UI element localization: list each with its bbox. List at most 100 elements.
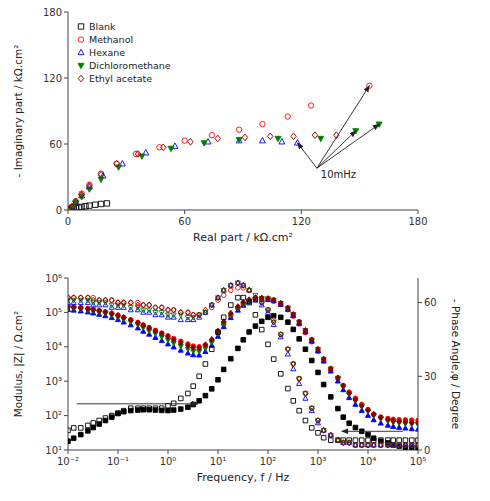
data-point [147,303,152,308]
data-point [78,426,83,431]
x-tick-label: 10³ [310,456,327,467]
y-tick [64,278,68,279]
data-point [209,347,214,352]
data-point [353,443,358,448]
data-point [266,307,271,313]
data-point [86,306,91,312]
data-point [157,145,162,150]
y-axis-label: - Imaginary part / kΩ.cm² [12,45,24,178]
y-tick [64,346,68,347]
data-point [153,408,158,413]
data-point [308,103,313,108]
data-point [336,406,341,411]
chart-0: 060120180060120180Real part / kΩ.cm²- Im… [12,7,428,245]
data-point [241,337,246,342]
data-point [188,138,193,145]
data-point [203,362,208,367]
x-tick-label: 10⁻¹ [107,456,129,467]
data-point [97,418,102,423]
data-point [286,386,291,391]
data-point [103,416,108,421]
data-point [366,442,371,448]
data-point [201,141,207,146]
series-0 [68,201,110,210]
data-point [291,361,296,367]
x-tick [418,210,419,214]
data-point [86,423,91,428]
y-axis-line [68,12,69,210]
data-point [328,432,333,438]
y-tick-label: 120 [43,73,62,84]
data-point [186,310,191,316]
data-point [109,415,114,420]
y-tick-label: 0 [56,205,62,216]
series-5 [68,295,418,442]
data-point [278,300,283,306]
x-tick [68,210,69,214]
data-point [291,311,296,317]
series-4 [68,132,339,210]
data-point [236,280,241,286]
data-point [128,300,133,306]
data-point [209,302,214,308]
data-point [91,307,96,313]
data-point [353,425,358,430]
data-point [153,406,158,411]
data-point [309,337,314,343]
data-point [316,431,321,436]
data-point [409,442,414,448]
data-point [341,440,346,446]
data-point [353,442,358,448]
data-point [318,136,324,141]
data-point [328,366,333,372]
data-point [197,312,202,318]
data-point [109,298,114,303]
data-point [291,133,296,140]
data-point [253,295,258,301]
data-point [147,325,152,331]
x-tick [368,450,369,454]
chart-1: 10⁻²10⁻¹10⁰10¹10²10³10⁴10⁵10¹10²10³10⁴10… [12,273,462,485]
data-point [171,313,176,318]
x-tick-label: 10⁵ [410,456,427,467]
data-point [371,443,376,448]
plot-area [68,83,382,210]
data-point [136,408,141,413]
data-point [216,328,221,334]
data-point [216,377,221,382]
data-point [87,182,92,189]
data-point [159,406,164,411]
data-point [278,372,283,377]
data-point [91,307,96,312]
data-point [191,345,196,351]
data-point [359,403,364,409]
data-point [141,323,146,328]
data-point [228,303,233,308]
y-tick-label: 180 [43,7,62,18]
data-point [391,418,396,424]
data-point [236,295,241,300]
data-point [336,375,341,381]
data-point [128,306,133,311]
data-point [121,300,126,306]
data-point [86,295,91,301]
data-point [397,442,402,448]
data-point [236,304,241,310]
data-point [171,408,176,413]
x-tick-label: 10¹ [210,456,227,467]
y2-tick-label: 60 [424,297,437,308]
data-point [253,324,258,329]
data-point [103,310,108,315]
data-point [416,438,418,443]
series-2 [68,297,418,431]
data-point [328,433,333,438]
data-point [341,415,346,420]
data-point [416,443,418,448]
data-point [247,297,252,303]
legend-marker [78,75,83,82]
data-point [161,144,166,151]
data-point [203,393,208,398]
data-point [114,160,119,167]
data-point [186,405,191,410]
data-point [260,121,265,126]
